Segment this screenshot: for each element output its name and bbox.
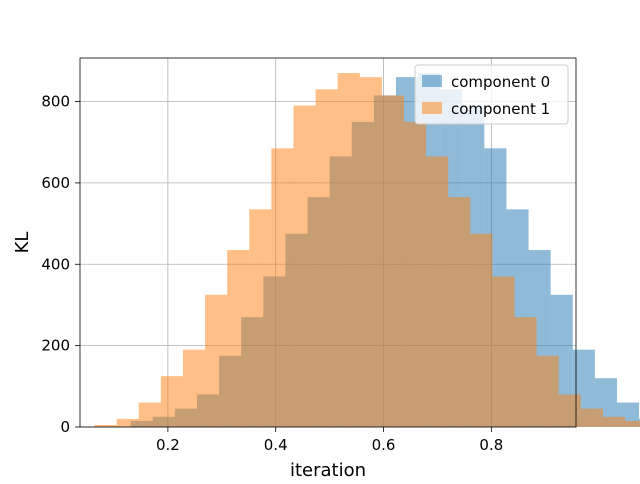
histogram-bar (315, 89, 338, 427)
histogram-bar (293, 105, 316, 427)
legend-swatch (422, 102, 442, 114)
histogram-bar (514, 317, 537, 427)
histogram-bar (227, 250, 250, 427)
y-tick-label: 0 (60, 418, 70, 436)
histogram-bar (426, 156, 449, 428)
histogram-bar (492, 276, 515, 427)
y-tick-label: 800 (41, 93, 70, 111)
axis-ticks: 0.2 0.4 0.6 0.8 0 200 400 600 800 (41, 93, 503, 454)
histogram-bar (160, 376, 183, 427)
histogram-bar (448, 197, 471, 427)
series-1-bars (94, 73, 640, 428)
plot-frame (79, 57, 577, 428)
x-tick-label: 0.4 (264, 436, 288, 454)
histogram-bar (381, 95, 405, 427)
histogram-bar (337, 73, 360, 428)
histogram-bar (580, 408, 603, 427)
histogram-bar (249, 209, 272, 427)
histogram-bar (271, 148, 294, 427)
y-tick-label: 400 (41, 255, 70, 273)
histogram-bar (138, 402, 161, 427)
bars (94, 73, 640, 428)
x-axis-label: iteration (290, 460, 366, 480)
y-tick-label: 600 (41, 174, 70, 192)
x-tick-label: 0.2 (156, 436, 180, 454)
histogram-bar (94, 424, 117, 427)
y-tick-label: 200 (41, 337, 70, 355)
x-tick-label: 0.6 (372, 436, 396, 454)
legend-label: component 0 (451, 73, 550, 91)
x-tick-label: 0.8 (479, 436, 503, 454)
legend-box (414, 64, 569, 125)
histogram-bar (602, 416, 626, 427)
histogram-bar (205, 294, 228, 427)
y-axis-label: KL (12, 232, 33, 254)
histogram-bar (536, 355, 559, 427)
histogram-bar (558, 394, 581, 427)
legend: component 0 component 1 (414, 64, 569, 125)
histogram-bar (116, 418, 139, 427)
histogram-bar (404, 121, 427, 428)
histogram-bar (625, 420, 640, 427)
histogram-bar (359, 77, 382, 427)
histogram-bar (470, 233, 493, 427)
legend-label: component 1 (451, 100, 550, 118)
legend-swatch (422, 75, 442, 87)
histogram-bar (182, 349, 206, 427)
